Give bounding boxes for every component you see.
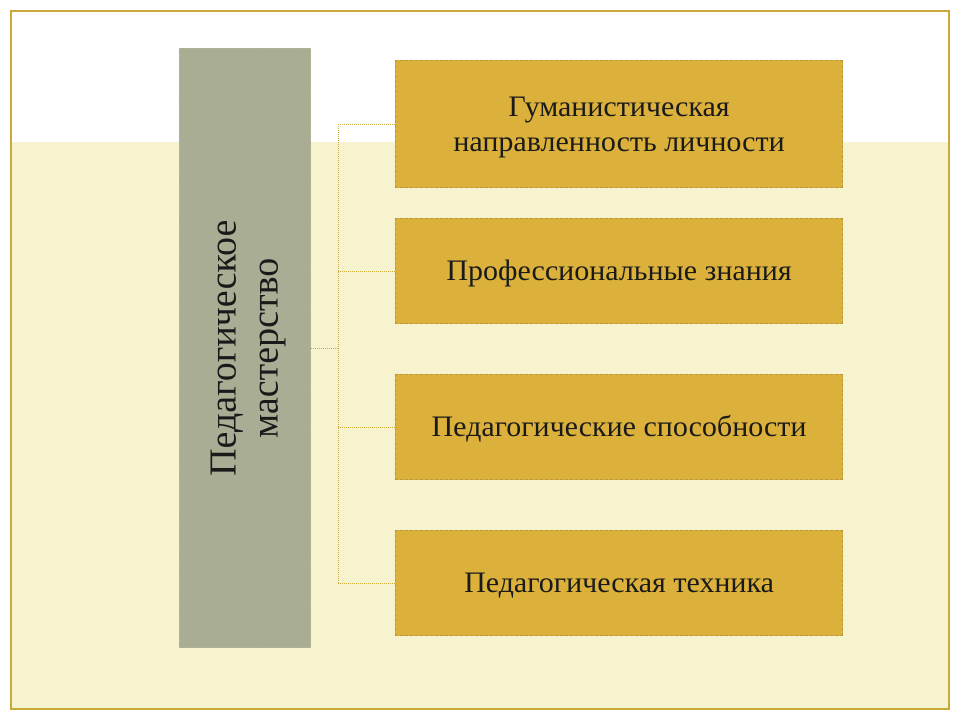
main-category-box: Педагогическое мастерство (179, 48, 311, 648)
connector-stub (311, 348, 338, 349)
main-line2: мастерство (244, 258, 286, 438)
item-box-0: Гуманистическая направленность личности (395, 60, 843, 188)
item-box-2: Педагогические способности (395, 374, 843, 480)
connector-trunk (338, 124, 339, 583)
item-box-1: Профессиональные знания (395, 218, 843, 324)
connector-branch-2 (338, 427, 395, 428)
connector-branch-3 (338, 583, 395, 584)
connector-branch-0 (338, 124, 395, 125)
item-box-3: Педагогическая техника (395, 530, 843, 636)
main-line1: Педагогическое (202, 220, 244, 476)
main-category-label: Педагогическое мастерство (203, 220, 287, 476)
connector-branch-1 (338, 271, 395, 272)
